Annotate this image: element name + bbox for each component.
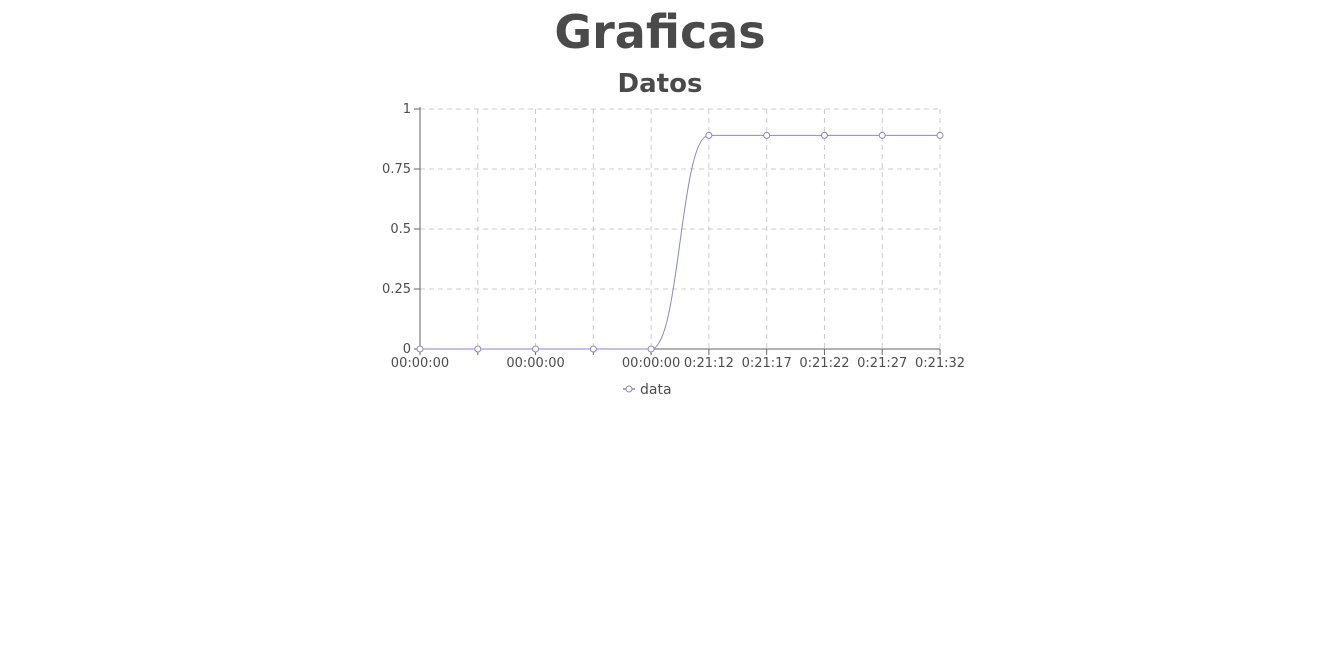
- data-point[interactable]: [820, 131, 828, 139]
- y-tick-label: 0.25: [382, 282, 411, 297]
- series-line: [420, 134, 940, 350]
- data-point[interactable]: [763, 131, 771, 139]
- data-point[interactable]: [416, 345, 424, 353]
- data-point[interactable]: [936, 131, 944, 139]
- y-tick-label: 0: [403, 342, 411, 357]
- y-tick-label: 0.5: [390, 222, 411, 237]
- x-tick-label: 00:00:00: [391, 356, 449, 371]
- x-tick-label: 0:21:32: [915, 356, 965, 371]
- x-tick-label: 0:21:12: [684, 356, 734, 371]
- chart-container: Datos 0 0.25 0.5 0.75 1 00:00:00 00:00:00 00:00…: [382, 69, 965, 398]
- page-title: Graficas: [554, 5, 766, 59]
- x-tick-label: 0:21:27: [857, 356, 907, 371]
- data-point[interactable]: [647, 345, 655, 353]
- chart-axes: [419, 107, 940, 350]
- data-point[interactable]: [705, 131, 713, 139]
- chart-legend[interactable]: data: [623, 382, 672, 398]
- chart-title: Datos: [618, 69, 703, 99]
- legend-marker-icon: [625, 385, 633, 393]
- chart-ticks: 0 0.25 0.5 0.75 1 00:00:00 00:00:00 00:00:00 0:2…: [382, 102, 965, 371]
- data-point[interactable]: [878, 131, 886, 139]
- data-point[interactable]: [474, 345, 482, 353]
- chart-series: [416, 131, 944, 353]
- legend-label[interactable]: data: [640, 382, 672, 398]
- line-chart: Datos 0 0.25 0.5 0.75 1 00:00:00 00:00:00 00:00…: [382, 69, 965, 398]
- y-tick-label: 1: [403, 102, 411, 117]
- data-point[interactable]: [589, 345, 597, 353]
- chart-grid: [419, 108, 941, 350]
- x-tick-label: 0:21:22: [799, 356, 849, 371]
- x-tick-label: 00:00:00: [622, 356, 680, 371]
- x-tick-label: 0:21:17: [742, 356, 792, 371]
- data-point[interactable]: [532, 345, 540, 353]
- x-tick-label: 00:00:00: [506, 356, 564, 371]
- y-tick-label: 0.75: [382, 162, 411, 177]
